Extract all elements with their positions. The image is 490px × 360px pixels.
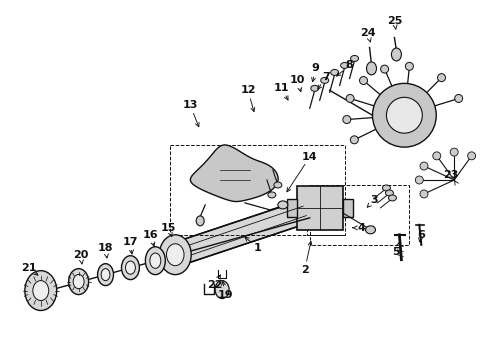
Text: 3: 3 (371, 195, 378, 205)
Circle shape (372, 84, 436, 147)
Ellipse shape (101, 269, 110, 281)
Circle shape (360, 77, 368, 85)
Text: 4: 4 (358, 223, 366, 233)
Text: 25: 25 (387, 15, 402, 26)
Text: 10: 10 (290, 75, 305, 85)
Ellipse shape (278, 201, 288, 209)
Ellipse shape (73, 274, 84, 289)
Circle shape (455, 94, 463, 103)
Ellipse shape (366, 226, 375, 234)
Text: 13: 13 (182, 100, 198, 110)
Ellipse shape (268, 192, 276, 198)
Ellipse shape (159, 235, 191, 275)
Ellipse shape (122, 256, 140, 280)
Text: 20: 20 (73, 250, 88, 260)
FancyBboxPatch shape (297, 186, 343, 230)
Text: 15: 15 (161, 223, 176, 233)
Ellipse shape (150, 253, 161, 268)
Ellipse shape (321, 77, 329, 84)
Text: 8: 8 (346, 60, 353, 71)
Circle shape (350, 136, 358, 144)
Ellipse shape (125, 261, 135, 274)
Text: 23: 23 (443, 170, 459, 180)
Ellipse shape (331, 69, 339, 75)
Text: 17: 17 (122, 237, 138, 247)
Text: 18: 18 (98, 243, 113, 253)
Circle shape (343, 116, 351, 123)
Circle shape (438, 74, 445, 82)
Circle shape (433, 152, 441, 160)
Polygon shape (172, 199, 314, 266)
Ellipse shape (341, 62, 348, 68)
Text: 21: 21 (21, 263, 37, 273)
Ellipse shape (383, 185, 391, 191)
Text: 9: 9 (312, 63, 319, 73)
Polygon shape (190, 145, 278, 202)
Ellipse shape (25, 271, 57, 310)
Text: 11: 11 (274, 84, 290, 93)
Ellipse shape (98, 264, 114, 285)
Ellipse shape (146, 247, 165, 275)
Text: 22: 22 (207, 280, 223, 289)
Circle shape (420, 190, 428, 198)
Text: 12: 12 (240, 85, 256, 95)
Text: 24: 24 (360, 28, 375, 37)
Ellipse shape (350, 55, 359, 62)
Text: 14: 14 (302, 152, 318, 162)
Circle shape (346, 94, 354, 103)
Circle shape (405, 62, 414, 70)
Text: 19: 19 (217, 289, 233, 300)
Ellipse shape (69, 269, 89, 294)
Text: 1: 1 (254, 243, 262, 253)
Ellipse shape (274, 182, 282, 188)
Ellipse shape (215, 280, 229, 298)
Circle shape (381, 65, 389, 73)
Ellipse shape (392, 48, 401, 61)
Ellipse shape (389, 195, 396, 201)
Ellipse shape (196, 216, 204, 226)
Text: 16: 16 (143, 230, 158, 240)
Circle shape (420, 162, 428, 170)
Text: 2: 2 (301, 265, 309, 275)
Circle shape (450, 148, 458, 156)
Circle shape (416, 176, 423, 184)
Circle shape (467, 152, 476, 160)
Text: 6: 6 (417, 230, 425, 240)
Circle shape (387, 97, 422, 133)
Ellipse shape (367, 62, 376, 75)
Ellipse shape (386, 190, 393, 196)
Ellipse shape (167, 244, 184, 266)
Text: 5: 5 (392, 247, 400, 257)
Text: 7: 7 (322, 72, 330, 82)
FancyBboxPatch shape (343, 199, 353, 217)
Ellipse shape (311, 85, 319, 91)
FancyBboxPatch shape (287, 199, 297, 217)
Ellipse shape (33, 280, 49, 301)
